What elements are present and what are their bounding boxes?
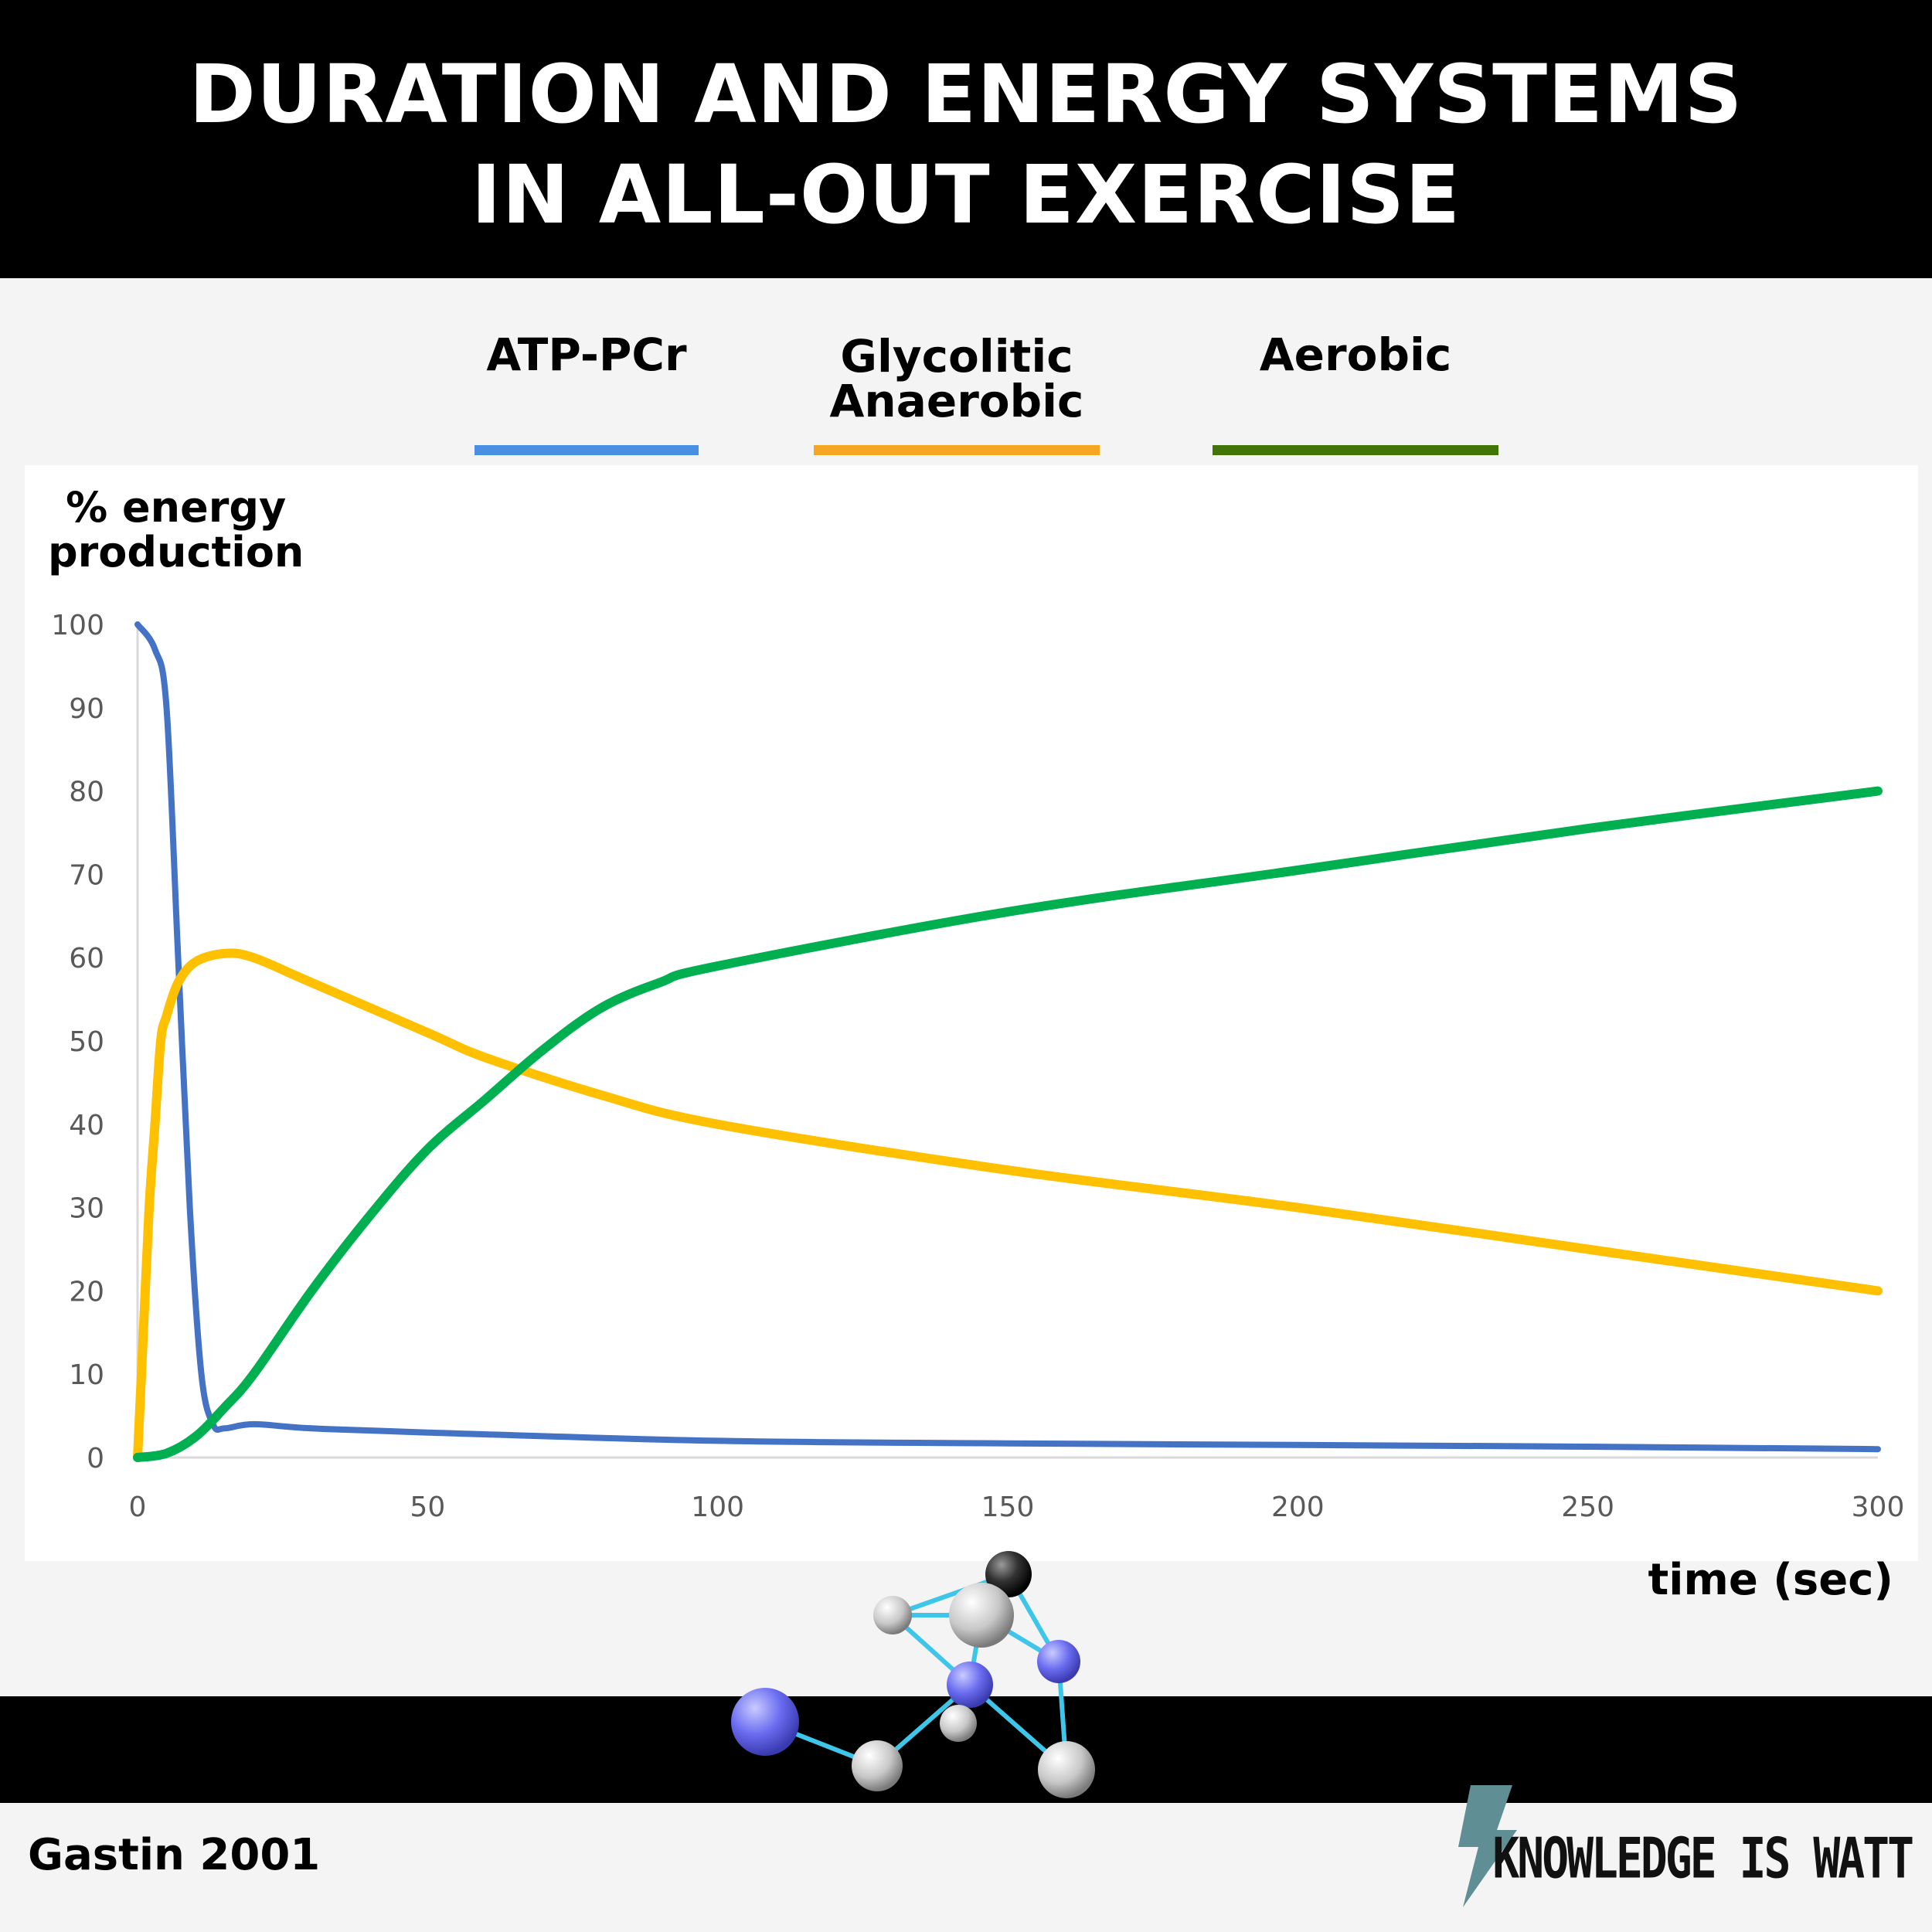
atom [731,1688,799,1756]
page-title-line1: DURATION AND ENERGY SYSTEMS [189,47,1743,141]
atom [940,1705,977,1742]
atom [1037,1640,1080,1683]
source-citation: Gastin 2001 [28,1830,321,1880]
lightning-bolt-icon [1458,1785,1517,1907]
atom [985,1551,1032,1597]
plot-area [25,465,1918,1561]
y-tick-label: 50 [69,1026,104,1058]
y-tick-label: 10 [69,1359,104,1391]
atom [852,1740,903,1791]
y-tick-labels: 0 10 20 30 40 50 60 70 80 90 100 [51,610,104,1475]
x-tick-label: 150 [981,1492,1035,1523]
legend-label-atp-pcr: ATP-PCr [486,328,687,381]
x-axis-title: time (sec) [1648,1555,1894,1605]
x-tick-label: 250 [1561,1492,1614,1523]
molecule-illustration [731,1551,1095,1798]
y-tick-label: 80 [69,777,104,808]
atom [873,1596,912,1634]
legend-swatch-atp-pcr [474,445,699,455]
x-tick-label: 0 [129,1492,147,1523]
page-title-line2: IN ALL-OUT EXERCISE [471,148,1461,242]
x-tick-labels: 0 50 100 150 200 250 300 [129,1492,1905,1523]
x-tick-label: 300 [1852,1492,1905,1523]
series-line-atp-pcr [134,621,1881,1453]
series-line-glycolitic-anaerobic [133,948,1883,1462]
legend-swatch-aerobic [1213,445,1498,455]
series-lines [133,621,1883,1462]
series-line-aerobic [133,786,1883,1462]
y-tick-label: 100 [51,610,104,641]
y-tick-label: 30 [69,1193,104,1225]
y-tick-label: 20 [69,1276,104,1308]
y-axis-title: % energy production [48,483,304,577]
legend-label-glycolitic-anaerobic: Glycolitic Anaerobic [829,330,1084,427]
legend-swatch-glycolitic-anaerobic [814,445,1100,455]
x-tick-label: 50 [410,1492,445,1523]
atom [1038,1741,1095,1798]
y-tick-label: 70 [69,859,104,891]
atom [947,1662,993,1708]
brand-logo-text: KNOWLEDGE IS WATT [1492,1825,1914,1891]
title-banner [0,0,1932,278]
x-tick-label: 200 [1271,1492,1325,1523]
atom [949,1583,1014,1648]
y-tick-label: 60 [69,943,104,975]
y-tick-label: 0 [87,1443,104,1475]
legend-label-aerobic: Aerobic [1259,328,1452,381]
x-tick-label: 100 [691,1492,744,1523]
y-tick-label: 40 [69,1110,104,1141]
y-tick-label: 90 [69,693,104,725]
